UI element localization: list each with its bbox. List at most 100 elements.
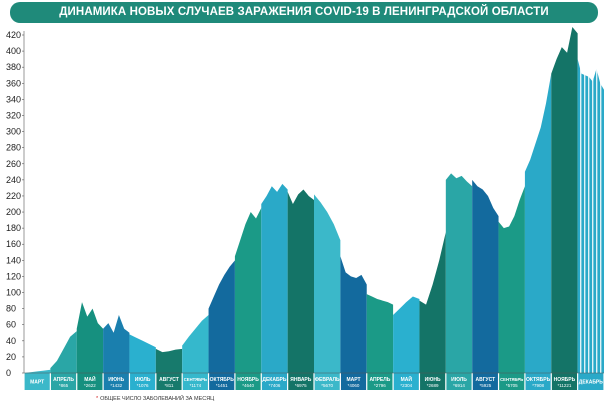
x-tick-label-6: АВГУСТ [159,377,179,383]
x-label-tab-8 [209,373,235,390]
x-tick-label-14: АПРЕЛЬ [369,377,390,383]
x-tick-label-11: ЯНВАРЬ [290,377,312,383]
x-tick-label-12: ФЕВРАЛЬ [315,377,340,383]
x-total-label-13: *4060 [348,383,360,388]
y-tick-label-260: 260 [6,159,21,169]
x-total-label-20: *7908 [532,383,544,388]
footnote-marker: * [96,396,99,402]
x-total-label-21: *11221 [557,383,571,388]
x-total-label-19: *5705 [506,383,518,388]
y-tick-label-0: 0 [6,368,11,378]
y-tick-label-140: 140 [6,255,21,265]
area-month-22 [577,59,604,373]
x-label-tab-13 [340,373,367,390]
y-tick-label-120: 120 [6,271,21,281]
x-total-label-4: *1432 [110,383,122,388]
x-label-tab-7 [182,373,208,390]
y-tick-label-160: 160 [6,239,21,249]
y-tick-label-20: 20 [6,352,16,362]
y-tick-label-400: 400 [6,46,21,56]
area-month-21 [551,26,578,373]
x-total-label-5: *1076 [137,383,149,388]
x-total-label-18: *5925 [479,383,491,388]
area-month-11 [287,189,314,373]
x-label-tab-1 [24,373,50,390]
area-month-20 [524,73,552,373]
area-month-6 [155,348,183,373]
x-total-label-12: *5670 [321,383,333,388]
y-tick-label-180: 180 [6,223,21,233]
area-month-8 [208,260,235,373]
area-month-2 [50,331,77,373]
x-tick-label-21: НОЯБРЬ [554,377,576,383]
x-label-tab-6 [156,373,182,390]
y-tick-label-100: 100 [6,288,21,298]
x-label-tab-9 [235,373,261,390]
area-month-10 [261,183,288,373]
x-tick-label-9: НОЯБРЬ [237,377,259,383]
x-label-tab-18 [472,373,498,390]
x-tick-label-1: МАРТ [30,380,44,386]
x-label-tab-19 [499,373,525,390]
area-month-3 [76,302,104,373]
area-month-19 [498,186,525,373]
x-total-label-16: *2689 [427,383,439,388]
x-tick-label-18: АВГУСТ [476,377,496,383]
y-tick-label-420: 420 [6,30,21,40]
footnote: * ОБЩЕЕ ЧИСЛО ЗАБОЛЕВАНИЙ ЗА МЕСЯЦ [96,396,214,402]
x-total-label-17: *6914 [453,383,465,388]
area-month-12 [314,194,341,373]
x-tick-label-19: СЕНТЯБРЬ [500,377,523,382]
x-total-label-14: *2796 [374,383,386,388]
y-tick-label-240: 240 [6,175,21,185]
y-tick-label-320: 320 [6,110,21,120]
x-tick-label-3: МАЙ [84,375,96,383]
y-tick-label-360: 360 [6,78,21,88]
x-label-tab-22 [578,373,604,390]
y-tick-label-60: 60 [6,320,16,330]
area-month-5 [129,334,156,373]
y-tick-label-340: 340 [6,94,21,104]
footnote-text: ОБЩЕЕ ЧИСЛО ЗАБОЛЕВАНИЙ ЗА МЕСЯЦ [100,396,215,402]
x-label-tab-15 [393,373,419,390]
x-total-label-9: *4640 [242,383,254,388]
area-month-9 [234,208,262,373]
x-label-tab-11 [288,373,314,390]
y-tick-label-200: 200 [6,207,21,217]
x-label-tab-17 [446,373,472,390]
x-total-label-3: *2622 [84,383,96,388]
x-tick-label-20: ОКТЯБРЬ [526,377,551,383]
area-month-1 [24,369,51,373]
x-label-tab-5 [130,373,156,390]
x-total-label-15: *2304 [400,383,412,388]
x-label-tab-10 [261,373,288,390]
area-month-7 [182,315,209,373]
x-label-tab-14 [367,373,393,390]
x-label-tab-16 [420,373,446,390]
area-month-4 [103,315,130,373]
area-month-15 [393,296,420,373]
x-tick-label-16: ИЮНЬ [425,377,441,383]
x-total-label-8: *1451 [216,383,228,388]
y-tick-label-80: 80 [6,304,16,314]
x-tick-label-22: ДЕКАБРЬ [579,380,603,386]
area-month-17 [445,173,473,373]
x-tick-label-13: МАРТ [346,377,360,383]
x-tick-label-2: АПРЕЛЬ [53,377,74,383]
x-total-label-7: *1174 [190,383,202,388]
y-tick-label-380: 380 [6,62,21,72]
x-tick-label-15: МАЙ [401,375,413,383]
x-total-label-11: *6975 [295,383,307,388]
x-axis: МАРТ АПРЕЛЬ*865МАЙ*2622ИЮНЬ*1432ИЮЛЬ*1076… [24,372,604,390]
x-label-tab-12 [314,373,340,390]
x-label-tab-3 [77,373,103,390]
x-tick-label-17: ИЮЛЬ [451,377,467,383]
x-label-tab-4 [103,373,129,390]
x-label-tab-2 [50,373,77,390]
x-label-tab-20 [525,373,551,390]
x-tick-label-7: СЕНТЯБРЬ [184,377,207,382]
x-tick-label-5: ИЮЛЬ [135,377,151,383]
month-areas [24,26,604,373]
y-tick-label-280: 280 [6,143,21,153]
